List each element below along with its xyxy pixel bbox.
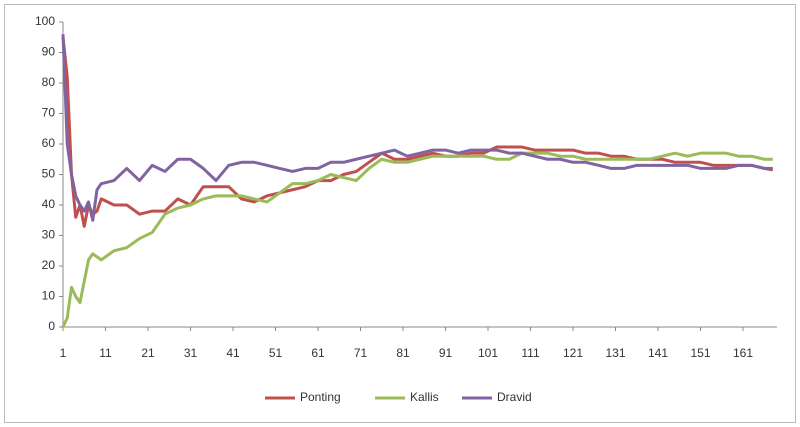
x-tick-label: 121 bbox=[563, 346, 583, 360]
x-tick-label: 151 bbox=[690, 346, 710, 360]
y-tick-label: 50 bbox=[42, 167, 56, 181]
y-tick-label: 0 bbox=[48, 319, 55, 333]
x-tick-label: 141 bbox=[648, 346, 668, 360]
y-tick-label: 90 bbox=[42, 45, 56, 59]
y-tick-label: 80 bbox=[42, 75, 56, 89]
y-tick-label: 100 bbox=[35, 14, 55, 28]
series-line bbox=[61, 34, 773, 222]
x-tick-label: 81 bbox=[396, 346, 410, 360]
x-tick-label: 31 bbox=[184, 346, 198, 360]
y-tick-label: 70 bbox=[42, 106, 56, 120]
x-tick-label: 11 bbox=[99, 346, 112, 360]
x-tick-label: 111 bbox=[521, 346, 540, 360]
series-line bbox=[61, 151, 773, 328]
y-tick-label: 10 bbox=[42, 289, 56, 303]
x-tick-label: 71 bbox=[354, 346, 368, 360]
x-tick-label: 1 bbox=[60, 346, 67, 360]
y-tick-label: 30 bbox=[42, 228, 56, 242]
legend-label: Ponting bbox=[300, 390, 341, 404]
x-tick-label: 91 bbox=[439, 346, 453, 360]
x-tick-label: 101 bbox=[478, 346, 498, 360]
legend-label: Kallis bbox=[410, 390, 439, 404]
y-tick-label: 20 bbox=[42, 258, 56, 272]
x-tick-label: 21 bbox=[141, 346, 155, 360]
x-tick-label: 51 bbox=[269, 346, 283, 360]
y-tick-label: 60 bbox=[42, 136, 56, 150]
legend-label: Dravid bbox=[497, 390, 532, 404]
y-tick-label: 40 bbox=[42, 197, 56, 211]
x-tick-label: 61 bbox=[311, 346, 325, 360]
x-tick-label: 161 bbox=[733, 346, 753, 360]
x-tick-label: 131 bbox=[605, 346, 625, 360]
x-tick-label: 41 bbox=[226, 346, 240, 360]
